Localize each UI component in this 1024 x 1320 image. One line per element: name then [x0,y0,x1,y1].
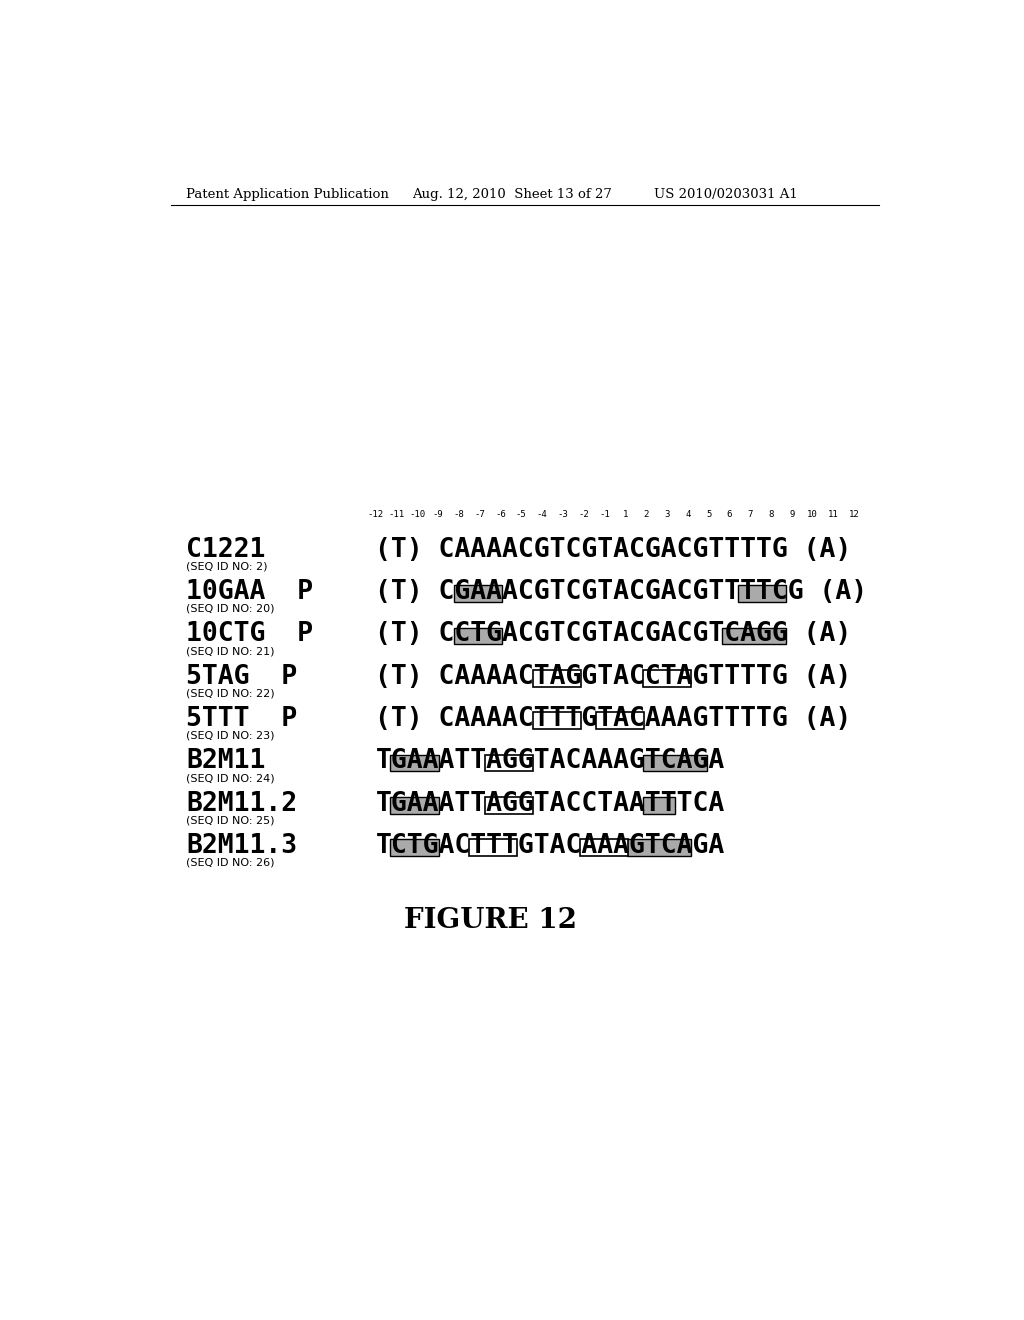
Text: TCTGACTTTGTACAAAGTCAGA: TCTGACTTTGTACAAAGTCAGA [376,833,725,859]
Text: 10CTG  P: 10CTG P [186,622,313,647]
FancyBboxPatch shape [643,669,691,686]
Text: 4: 4 [685,510,690,519]
Text: -5: -5 [516,510,526,519]
Text: FIGURE 12: FIGURE 12 [403,907,577,935]
FancyBboxPatch shape [485,797,534,813]
FancyBboxPatch shape [454,627,502,644]
Text: 9: 9 [790,510,795,519]
Text: (SEQ ID NO: 23): (SEQ ID NO: 23) [186,731,274,741]
Text: C1221: C1221 [186,536,265,562]
Text: 5TTT  P: 5TTT P [186,706,297,733]
FancyBboxPatch shape [454,585,502,602]
FancyBboxPatch shape [485,755,534,771]
Text: B2M11.3: B2M11.3 [186,833,297,859]
Text: -1: -1 [599,510,610,519]
Text: -8: -8 [454,510,464,519]
Text: 5TAG  P: 5TAG P [186,664,297,689]
Text: US 2010/0203031 A1: US 2010/0203031 A1 [654,187,798,201]
Text: (SEQ ID NO: 25): (SEQ ID NO: 25) [186,816,274,825]
Text: 11: 11 [828,510,839,519]
Text: (SEQ ID NO: 22): (SEQ ID NO: 22) [186,689,274,698]
Text: -9: -9 [432,510,443,519]
Text: (T) CAAAACTAGGTACCTAGTTTTG (A): (T) CAAAACTAGGTACCTAGTTTTG (A) [376,664,852,689]
Text: (SEQ ID NO: 21): (SEQ ID NO: 21) [186,647,274,656]
Text: 3: 3 [665,510,670,519]
FancyBboxPatch shape [532,713,581,729]
Text: 6: 6 [727,510,732,519]
Text: 2: 2 [643,510,649,519]
FancyBboxPatch shape [469,840,517,857]
FancyBboxPatch shape [737,585,785,602]
Text: (T) CGAAACGTCGTACGACGTTTTCG (A): (T) CGAAACGTCGTACGACGTTTTCG (A) [376,579,867,605]
FancyBboxPatch shape [532,669,581,686]
Text: -7: -7 [474,510,485,519]
FancyBboxPatch shape [643,797,676,813]
Text: (T) CAAAACGTCGTACGACGTTTTG (A): (T) CAAAACGTCGTACGACGTTTTG (A) [376,536,852,562]
FancyBboxPatch shape [596,713,644,729]
Text: B2M11.2: B2M11.2 [186,791,297,817]
Text: Patent Application Publication: Patent Application Publication [186,187,389,201]
Text: TGAAATTAGGTACCTAATTTCA: TGAAATTAGGTACCTAATTTCA [376,791,725,817]
Text: (SEQ ID NO: 24): (SEQ ID NO: 24) [186,774,274,783]
FancyBboxPatch shape [390,755,438,771]
FancyBboxPatch shape [722,627,785,644]
Text: B2M11: B2M11 [186,748,265,775]
Text: TGAAATTAGGTACAAAGTCAGA: TGAAATTAGGTACAAAGTCAGA [376,748,725,775]
Text: Aug. 12, 2010  Sheet 13 of 27: Aug. 12, 2010 Sheet 13 of 27 [412,187,611,201]
Text: -2: -2 [579,510,589,519]
Text: -11: -11 [388,510,404,519]
Text: -3: -3 [557,510,568,519]
Text: (SEQ ID NO: 2): (SEQ ID NO: 2) [186,561,267,572]
FancyBboxPatch shape [643,755,707,771]
FancyBboxPatch shape [580,840,628,857]
Text: (T) CAAAACTTTGTACAAAGTTTTG (A): (T) CAAAACTTTGTACAAAGTTTTG (A) [376,706,852,733]
Text: 5: 5 [706,510,712,519]
Text: -10: -10 [409,510,425,519]
Text: -4: -4 [537,510,548,519]
Text: 1: 1 [623,510,628,519]
FancyBboxPatch shape [390,797,438,813]
Text: 8: 8 [768,510,774,519]
Text: 10: 10 [807,510,818,519]
FancyBboxPatch shape [628,840,691,857]
Text: 12: 12 [849,510,860,519]
Text: 10GAA  P: 10GAA P [186,579,313,605]
Text: 7: 7 [748,510,753,519]
Text: -6: -6 [495,510,506,519]
Text: (SEQ ID NO: 26): (SEQ ID NO: 26) [186,858,274,869]
FancyBboxPatch shape [390,840,438,857]
Text: (T) CCTGACGTCGTACGACGTCAGG (A): (T) CCTGACGTCGTACGACGTCAGG (A) [376,622,852,647]
Text: (SEQ ID NO: 20): (SEQ ID NO: 20) [186,603,274,614]
Text: -12: -12 [368,510,383,519]
